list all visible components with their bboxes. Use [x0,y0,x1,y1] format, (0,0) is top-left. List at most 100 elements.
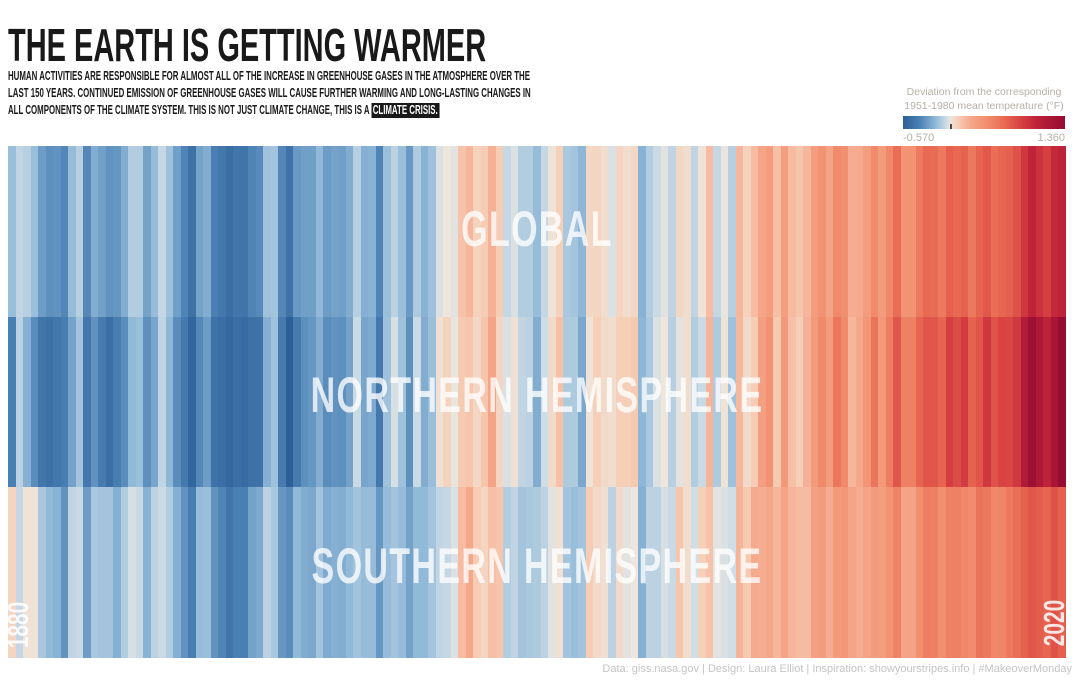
year-stripe [1005,316,1013,488]
year-stripe [405,316,413,488]
year-stripe [45,487,53,658]
year-stripe [795,316,803,488]
year-stripe [773,487,781,658]
year-stripe [180,487,188,658]
year-stripe [1058,146,1066,317]
subtitle-line-2: LAST 150 YEARS. CONTINUED EMISSION OF GR… [8,86,531,100]
year-stripe [923,146,931,317]
year-stripe [330,146,338,317]
year-stripe [68,146,76,317]
year-stripe [735,146,743,317]
year-stripe [203,316,211,488]
year-stripe [908,146,916,317]
legend-zero-tick [949,124,952,129]
year-stripe [638,487,646,658]
year-stripe [788,487,796,658]
year-stripe [983,487,991,658]
year-stripe [458,146,466,317]
year-stripe [293,487,301,658]
year-stripe [1020,146,1028,317]
year-stripe [480,316,488,488]
year-stripe [518,316,526,488]
year-stripe [660,487,668,658]
year-stripe [75,316,83,488]
year-stripe [135,146,143,317]
year-stripe [503,487,511,658]
year-stripe [240,487,248,658]
year-stripe [720,487,728,658]
year-stripe [878,146,886,317]
year-stripe [998,146,1006,317]
year-stripe [945,146,953,317]
year-stripe [105,487,113,658]
year-stripe [53,487,61,658]
year-stripe [803,146,811,317]
year-stripe [705,487,713,658]
year-stripe [1043,146,1051,317]
year-stripe [615,316,623,488]
year-stripe [983,146,991,317]
axis-year-end-label: 2020 [1038,599,1071,647]
year-stripe [930,316,938,488]
year-stripe [23,487,31,658]
year-stripe [23,316,31,488]
year-stripe [885,146,893,317]
year-stripe [90,487,98,658]
year-stripe [780,316,788,488]
year-stripe [863,146,871,317]
year-stripe [30,146,38,317]
year-stripe [570,487,578,658]
year-stripe [375,316,383,488]
year-stripe [578,146,586,317]
year-stripe [458,487,466,658]
year-stripe [743,487,751,658]
year-stripe [908,487,916,658]
year-stripe [743,146,751,317]
year-stripe [660,146,668,317]
year-stripe [698,146,706,317]
year-stripe [188,146,196,317]
year-stripe [600,487,608,658]
year-stripe [893,487,901,658]
year-stripe [683,146,691,317]
year-stripe [990,146,998,317]
year-stripe [1013,316,1021,488]
year-stripe [128,316,136,488]
year-stripe [113,487,121,658]
year-stripe [968,487,976,658]
year-stripe [263,487,271,658]
year-stripe [1050,316,1058,488]
year-stripe [593,146,601,317]
credit-footer: Data: giss.nasa.gov | Design: Laura Elli… [602,663,1072,675]
year-stripe [390,487,398,658]
year-stripe [900,487,908,658]
year-stripe [45,316,53,488]
legend-gradient [903,116,1065,129]
year-stripe [668,487,676,658]
band-global: GLOBAL [8,146,1066,317]
year-stripe [165,146,173,317]
year-stripe [368,146,376,317]
year-stripe [15,146,23,317]
year-stripe [840,146,848,317]
year-stripe [825,146,833,317]
year-stripe [593,316,601,488]
year-stripe [480,487,488,658]
legend-scale: -0.570 1.360 [903,132,1065,144]
year-stripe [1035,316,1043,488]
year-stripe [83,487,91,658]
year-stripe [623,146,631,317]
year-stripe [278,487,286,658]
year-stripe [990,487,998,658]
year-stripe [60,487,68,658]
year-stripe [608,487,616,658]
year-stripe [473,487,481,658]
year-stripe [540,316,548,488]
year-stripe [773,316,781,488]
year-stripe [750,487,758,658]
stripes-northern-hemisphere [8,316,1066,488]
year-stripe [945,316,953,488]
year-stripe [1005,487,1013,658]
year-stripe [570,316,578,488]
year-stripe [450,146,458,317]
